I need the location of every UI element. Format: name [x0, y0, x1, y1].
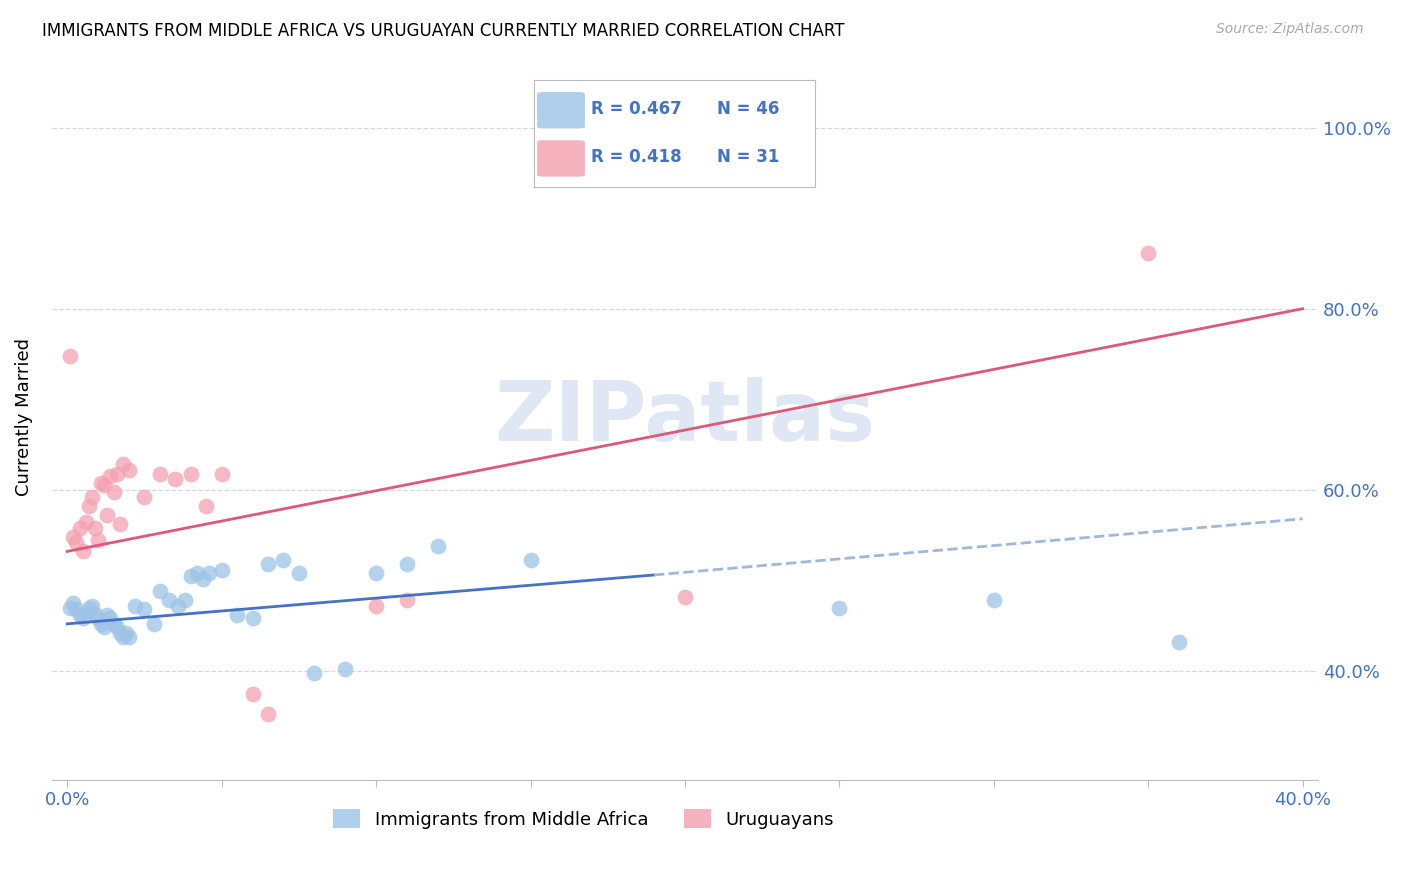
Point — [77, 499, 100, 513]
Point — [93, 478, 115, 492]
Point — [80, 599, 103, 613]
Point — [364, 566, 387, 581]
Point — [1168, 635, 1191, 649]
Point — [69, 521, 91, 535]
Point — [84, 607, 107, 621]
Point — [149, 584, 172, 599]
Point — [335, 662, 357, 676]
Point — [108, 517, 131, 532]
Point — [173, 593, 195, 607]
Text: Source: ZipAtlas.com: Source: ZipAtlas.com — [1216, 22, 1364, 37]
Point — [100, 611, 122, 625]
Point — [191, 572, 214, 586]
Point — [304, 665, 326, 680]
Point — [111, 630, 134, 644]
Point — [364, 599, 387, 613]
Point — [87, 533, 110, 547]
Point — [257, 707, 280, 722]
Point — [59, 349, 82, 363]
Point — [149, 467, 172, 481]
Point — [62, 596, 84, 610]
Point — [65, 535, 87, 549]
Point — [59, 600, 82, 615]
Point — [165, 472, 187, 486]
Point — [77, 600, 100, 615]
Point — [242, 611, 264, 625]
Point — [105, 467, 128, 481]
Point — [134, 490, 156, 504]
Text: ZIPatlas: ZIPatlas — [495, 377, 876, 458]
Point — [167, 599, 190, 613]
FancyBboxPatch shape — [537, 92, 585, 128]
Text: R = 0.467: R = 0.467 — [591, 100, 682, 118]
Point — [673, 590, 696, 604]
Text: R = 0.418: R = 0.418 — [591, 148, 681, 166]
Point — [124, 599, 146, 613]
Y-axis label: Currently Married: Currently Married — [15, 338, 32, 496]
Point — [75, 515, 97, 529]
Point — [115, 626, 138, 640]
Point — [100, 469, 122, 483]
Point — [1137, 245, 1160, 260]
Point — [72, 611, 94, 625]
Point — [134, 602, 156, 616]
Point — [103, 616, 125, 631]
Point — [242, 687, 264, 701]
Point — [93, 620, 115, 634]
Point — [84, 521, 107, 535]
Point — [426, 539, 449, 553]
Point — [288, 566, 311, 581]
Point — [226, 607, 249, 622]
Text: N = 31: N = 31 — [717, 148, 779, 166]
Point — [118, 463, 141, 477]
Point — [96, 508, 118, 523]
Point — [195, 499, 218, 513]
Point — [157, 593, 180, 607]
Point — [395, 593, 418, 607]
Point — [90, 475, 112, 490]
Point — [198, 566, 221, 581]
Point — [108, 626, 131, 640]
Point — [180, 467, 202, 481]
Point — [118, 630, 141, 644]
Point — [983, 593, 1005, 607]
Point — [80, 490, 103, 504]
Text: IMMIGRANTS FROM MIDDLE AFRICA VS URUGUAYAN CURRENTLY MARRIED CORRELATION CHART: IMMIGRANTS FROM MIDDLE AFRICA VS URUGUAY… — [42, 22, 845, 40]
Point — [87, 611, 110, 625]
Point — [65, 602, 87, 616]
FancyBboxPatch shape — [537, 140, 585, 177]
Point — [180, 569, 202, 583]
Point — [62, 530, 84, 544]
Point — [519, 553, 541, 567]
Point — [828, 600, 851, 615]
Point — [103, 484, 125, 499]
Point — [257, 557, 280, 571]
Point — [90, 616, 112, 631]
Text: N = 46: N = 46 — [717, 100, 779, 118]
Point — [75, 607, 97, 622]
Point — [111, 458, 134, 472]
Point — [96, 607, 118, 622]
Point — [72, 544, 94, 558]
Point — [186, 566, 208, 581]
Point — [211, 562, 233, 576]
Point — [69, 607, 91, 622]
Point — [211, 467, 233, 481]
Legend: Immigrants from Middle Africa, Uruguayans: Immigrants from Middle Africa, Uruguayan… — [326, 802, 841, 836]
Point — [142, 616, 165, 631]
Point — [105, 620, 128, 634]
Point — [273, 553, 295, 567]
Point — [395, 557, 418, 571]
